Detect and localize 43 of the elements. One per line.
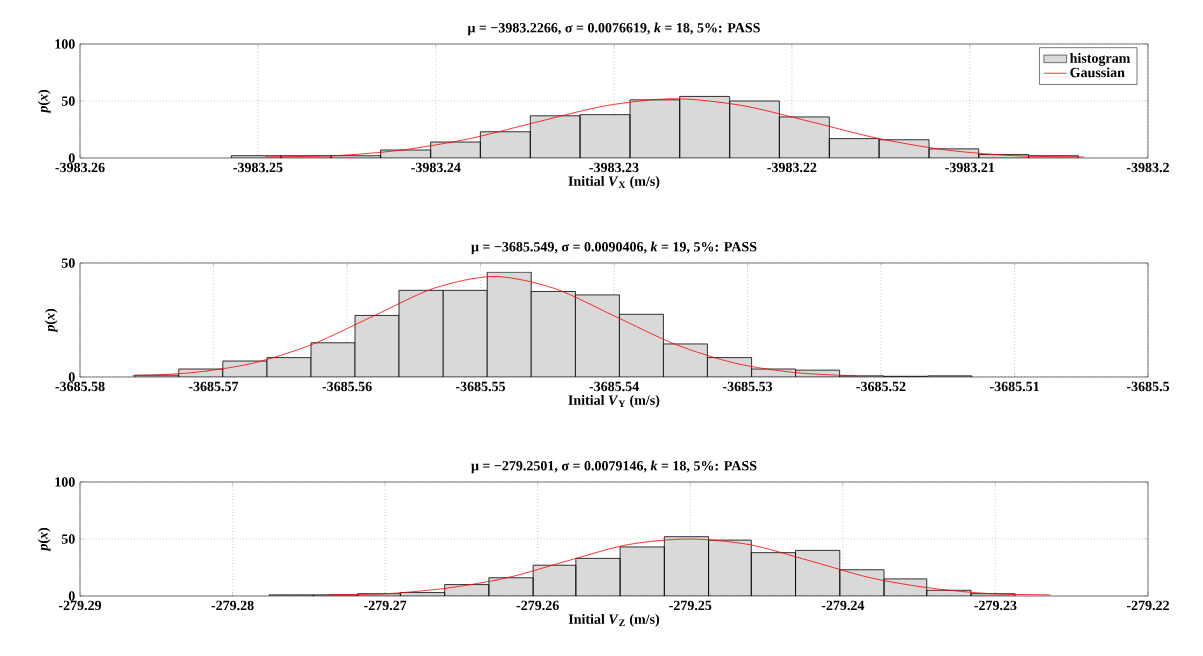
x-tick-label: -3685.56 — [322, 381, 372, 392]
y-tick-label: 0 — [68, 153, 75, 163]
x-tick-label: -279.22 — [1126, 600, 1169, 611]
x-tick-label: -3685.55 — [455, 381, 506, 392]
y-axis-title: p(x) — [44, 308, 58, 333]
x-tick-label: -3685.54 — [589, 381, 639, 392]
x-axis-title: Initial V$_{Y}$ (m/s) — [568, 395, 660, 408]
x-tick-label: -279.24 — [821, 600, 865, 611]
y-axis-title: p(x) — [37, 89, 51, 114]
legend-label: histogram — [1070, 53, 1131, 66]
x-tick-label: -279.25 — [669, 600, 712, 611]
y-tick-label: 50 — [61, 258, 75, 268]
x-tick-label: -3685.57 — [188, 381, 239, 392]
x-tick-label: -279.28 — [211, 600, 254, 611]
x-tick-label: -3983.21 — [945, 162, 995, 173]
x-tick-label: -3685.51 — [990, 381, 1039, 392]
x-tick-label: -3685.53 — [722, 381, 773, 392]
x-tick-label: -3983.22 — [767, 162, 817, 173]
y-axis-title: p(x) — [37, 527, 51, 552]
x-tick-label: -3983.24 — [411, 162, 461, 173]
y-tick-label: 100 — [55, 39, 75, 49]
y-tick-label: 0 — [68, 591, 75, 601]
x-tick-label: -279.23 — [974, 600, 1017, 611]
y-tick-label: 100 — [55, 477, 75, 487]
x-tick-label: -3983.2 — [1126, 162, 1169, 173]
x-tick-label: -279.29 — [58, 600, 102, 611]
chart-title: μ = −3685.549, σ = 0.0090406, k = 19, 5%: PASS — [471, 241, 757, 255]
x-tick-label: -3983.23 — [589, 162, 639, 173]
x-tick-label: -3685.52 — [856, 381, 906, 392]
x-axis-title: Initial V$_{X}$ (m/s) — [568, 176, 660, 189]
legend-label: Gaussian — [1070, 67, 1125, 78]
x-tick-label: -279.26 — [516, 600, 559, 611]
y-tick-label: 50 — [61, 96, 75, 106]
chart-title: μ = −279.2501, σ = 0.0079146, k = 18, 5%: PASS — [471, 460, 757, 474]
x-tick-label: -3685.5 — [1126, 381, 1170, 392]
x-tick-label: -3685.58 — [55, 381, 105, 392]
x-tick-label: -279.27 — [364, 600, 407, 611]
chart-title: μ = −3983.2266, σ = 0.0076619, k = 18, 5%: PASS — [467, 22, 760, 36]
x-axis-title: Initial V$_{Z}$ (m/s) — [568, 614, 660, 627]
x-tick-label: -3983.25 — [233, 162, 283, 173]
y-tick-label: 0 — [68, 372, 75, 382]
x-tick-label: -3983.26 — [55, 162, 105, 173]
y-tick-label: 50 — [61, 534, 75, 544]
